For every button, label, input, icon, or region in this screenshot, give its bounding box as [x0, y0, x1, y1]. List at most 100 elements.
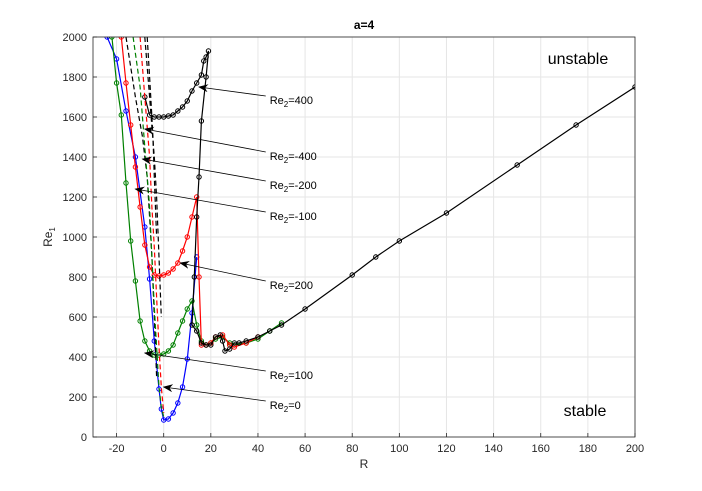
x-tick-label: 100: [390, 443, 408, 455]
x-tick-label: 40: [252, 443, 264, 455]
data-point: [184, 234, 190, 240]
annotation-sub: 2: [284, 375, 289, 384]
y-axis-label-sub: 1: [48, 227, 57, 232]
data-point: [201, 58, 207, 64]
data-point: [255, 334, 261, 340]
annotations: Re2=400Re2=-400Re2=-200Re2=-100Re2=200Re…: [134, 84, 317, 414]
region-label-unstable: unstable: [548, 51, 609, 68]
data-point: [142, 338, 148, 344]
data-point: [123, 108, 129, 114]
series-line: [132, 37, 165, 418]
data-point: [160, 272, 167, 278]
data-point: [217, 332, 223, 338]
data-point: [179, 248, 186, 254]
x-tick-label: 120: [437, 443, 455, 455]
data-point: [203, 54, 209, 60]
data-point: [137, 318, 143, 324]
annotation-sub: 2: [284, 185, 289, 194]
data-point: [222, 348, 228, 354]
x-tick-label: 20: [205, 443, 217, 455]
data-point: [175, 400, 181, 406]
annotation-suffix: =0: [288, 400, 301, 412]
chart-title: a=4: [354, 18, 375, 32]
data-point: [146, 264, 153, 270]
data-point: [193, 194, 200, 200]
annotation-arrow: [143, 126, 266, 153]
y-tick-label: 1200: [63, 192, 87, 204]
data-point: [184, 98, 190, 104]
annotation-label: Re2=100: [270, 370, 313, 384]
data-point: [118, 37, 124, 40]
data-point: [373, 254, 379, 260]
annotation: Re2=100: [143, 350, 313, 384]
y-tick-label: 1800: [63, 72, 87, 84]
data-point: [113, 80, 120, 86]
series-8: [139, 37, 165, 414]
annotation-prefix: Re: [270, 151, 284, 163]
x-tick-label: 60: [299, 443, 311, 455]
data-point: [165, 348, 172, 354]
annotation-prefix: Re: [270, 180, 284, 192]
data-point: [160, 417, 167, 423]
annotation-arrow: [141, 156, 266, 182]
data-point: [170, 112, 176, 118]
data-point: [278, 322, 285, 328]
x-tick-label: -20: [109, 443, 125, 455]
data-point: [160, 114, 167, 120]
data-point: [109, 37, 115, 40]
data-point: [267, 328, 273, 334]
annotation-suffix: =200: [288, 280, 313, 292]
annotation-arrow: [134, 186, 266, 213]
annotation-arrow: [162, 384, 266, 402]
annotation-suffix: =-100: [288, 211, 316, 223]
data-point: [189, 298, 195, 304]
data-point: [151, 272, 157, 278]
data-point: [443, 210, 450, 216]
data-point: [146, 276, 153, 282]
data-point: [132, 164, 139, 170]
y-tick-label: 1600: [63, 112, 87, 124]
data-point: [212, 334, 219, 340]
annotation: Re2=0: [162, 384, 301, 414]
data-point: [236, 340, 242, 346]
x-tick-label: 160: [532, 443, 550, 455]
data-point: [165, 270, 172, 276]
annotation-sub: 2: [284, 285, 289, 294]
data-point: [198, 72, 205, 78]
data-point: [243, 338, 249, 344]
data-point: [123, 80, 129, 86]
annotation-sub: 2: [284, 156, 289, 165]
data-point: [137, 204, 143, 210]
x-tick-label: 140: [484, 443, 502, 455]
series-7: [132, 37, 165, 418]
annotation-sub: 2: [284, 216, 289, 225]
annotation-label: Re2=-400: [270, 151, 317, 165]
region-label-stable: stable: [564, 403, 607, 420]
data-point: [142, 242, 148, 248]
y-axis-label-main: Re: [41, 231, 55, 247]
data-point: [226, 346, 233, 352]
series-line: [139, 37, 165, 414]
data-point: [198, 118, 205, 124]
annotation-arrow: [179, 260, 266, 282]
annotation-arrow: [198, 84, 266, 97]
data-point: [302, 306, 308, 312]
y-tick-label: 600: [69, 312, 87, 324]
x-tick-label: 0: [161, 443, 167, 455]
annotation-prefix: Re: [270, 280, 284, 292]
annotation-label: Re2=200: [270, 280, 313, 294]
annotation-label: Re2=400: [270, 95, 313, 109]
annotation: Re2=-200: [141, 156, 317, 194]
annotation-label: Re2=-200: [270, 180, 317, 194]
data-point: [191, 274, 198, 280]
y-tick-label: 0: [81, 432, 87, 444]
data-point: [196, 174, 202, 180]
data-point: [128, 122, 134, 128]
data-point: [132, 278, 139, 284]
x-tick-label: 200: [626, 443, 644, 455]
data-point: [514, 162, 520, 168]
data-point: [128, 238, 134, 244]
data-point: [170, 266, 176, 272]
x-tick-label: 80: [346, 443, 358, 455]
